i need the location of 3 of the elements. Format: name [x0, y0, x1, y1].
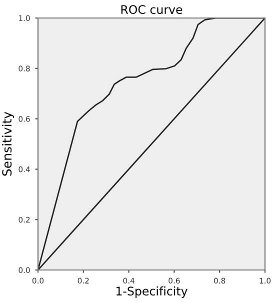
- x-axis-title: 1-Specificity: [116, 286, 188, 298]
- y-axis-title: Sensitivity: [2, 112, 14, 176]
- chart-title: ROC curve: [121, 5, 182, 14]
